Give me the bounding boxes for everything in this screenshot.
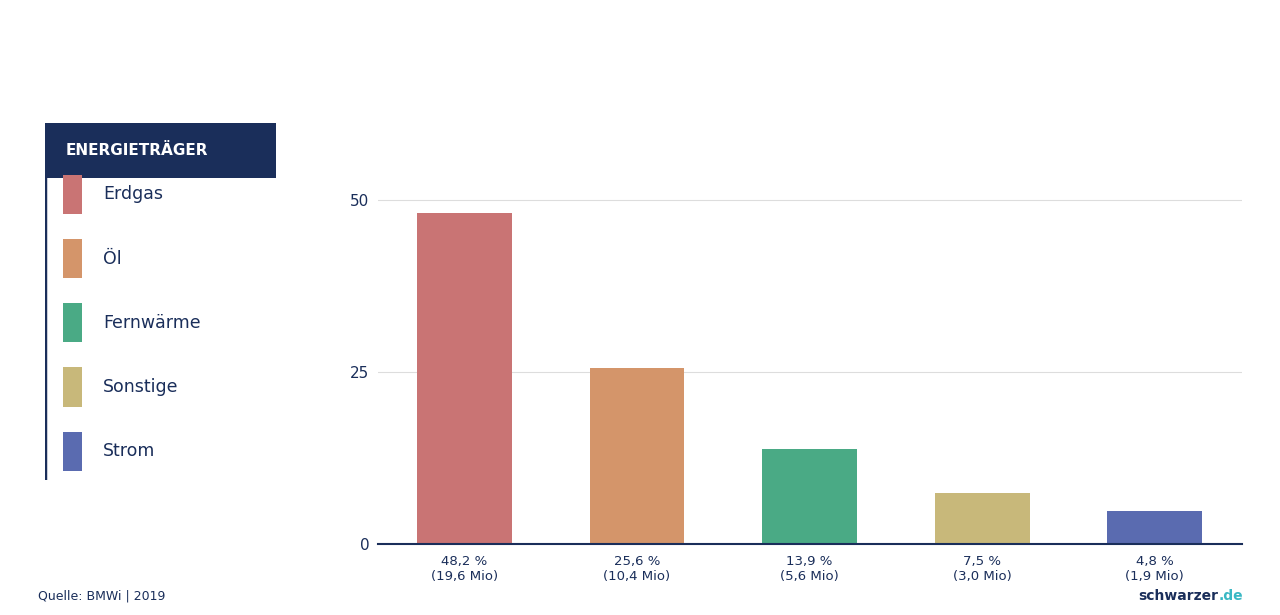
Text: Fast jede zweite deutsche Wohnung wird mit Erdgas beheizt: Fast jede zweite deutsche Wohnung wird m… bbox=[389, 67, 891, 85]
Text: .de: .de bbox=[1219, 589, 1243, 603]
Text: Öl: Öl bbox=[102, 250, 122, 268]
Bar bbox=[63, 175, 82, 214]
Text: ENERGIETRÄGER: ENERGIETRÄGER bbox=[65, 143, 209, 158]
Bar bbox=[63, 367, 82, 407]
Bar bbox=[1107, 511, 1202, 544]
Text: Quelle: BMWi | 2019: Quelle: BMWi | 2019 bbox=[38, 590, 166, 603]
Bar bbox=[63, 303, 82, 343]
Bar bbox=[45, 123, 275, 178]
Bar bbox=[762, 449, 858, 544]
Bar bbox=[590, 368, 685, 544]
Text: Strom: Strom bbox=[102, 442, 155, 460]
Bar bbox=[934, 493, 1029, 544]
Text: Erdgas: Erdgas bbox=[102, 185, 163, 204]
Bar bbox=[63, 432, 82, 471]
Text: schwarzer: schwarzer bbox=[1139, 589, 1219, 603]
Text: Erdgas ist bundesweit Energieträger Nr. 1 für ein warmes Zuhause: Erdgas ist bundesweit Energieträger Nr. … bbox=[116, 22, 1164, 49]
Bar bbox=[63, 239, 82, 278]
Bar bbox=[417, 213, 512, 544]
Text: Sonstige: Sonstige bbox=[102, 378, 178, 396]
Text: Fernwärme: Fernwärme bbox=[102, 314, 201, 331]
Text: ENERGIETRÄGER GESAMT: 40,6 MIO.: ENERGIETRÄGER GESAMT: 40,6 MIO. bbox=[397, 127, 765, 146]
